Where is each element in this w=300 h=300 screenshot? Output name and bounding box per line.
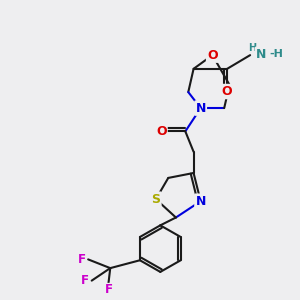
Text: H: H: [248, 44, 256, 53]
Text: N: N: [196, 102, 206, 115]
Text: F: F: [105, 284, 113, 296]
Text: S: S: [152, 193, 160, 206]
Text: N: N: [196, 195, 206, 208]
Text: O: O: [222, 85, 232, 98]
Text: -H: -H: [269, 49, 283, 59]
Text: N: N: [256, 48, 266, 61]
Text: F: F: [78, 253, 86, 266]
Text: O: O: [156, 125, 166, 138]
Text: F: F: [81, 274, 89, 287]
Text: O: O: [207, 49, 218, 62]
